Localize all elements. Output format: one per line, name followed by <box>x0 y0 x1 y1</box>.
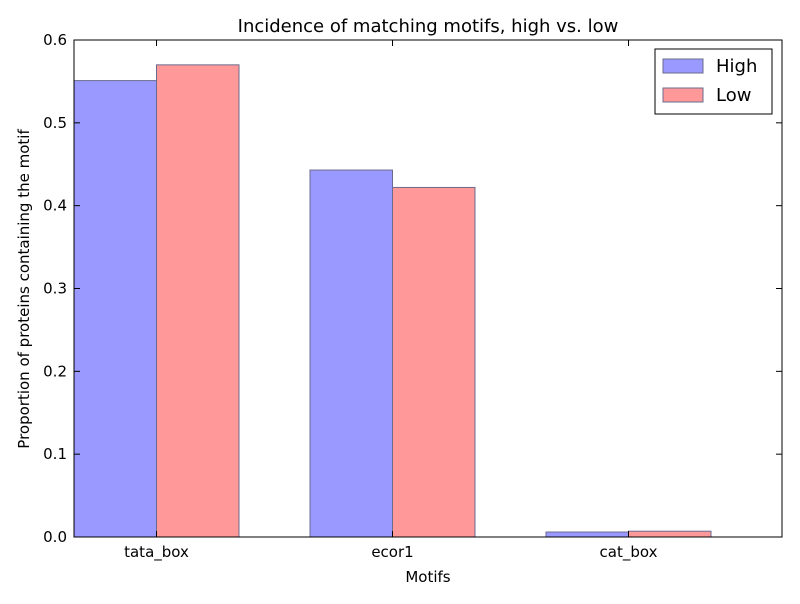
legend-swatch-high <box>662 58 704 74</box>
y-axis-label: Proportion of proteins containing the mo… <box>15 129 33 449</box>
y-tick-label: 0.3 <box>43 280 67 298</box>
x-tick-label: ecor1 <box>371 543 413 561</box>
y-tick-label: 0.5 <box>43 114 67 132</box>
bar-high-tata_box <box>73 80 157 538</box>
y-tick-label: 0.4 <box>43 197 67 215</box>
bar-low-cat_box <box>628 530 712 538</box>
legend-swatch-low <box>662 87 704 103</box>
legend-label-high: High <box>716 56 757 77</box>
bars-layer <box>73 64 712 538</box>
bar-low-ecor1 <box>392 186 476 538</box>
x-axis-label: Motifs <box>405 568 450 586</box>
chart-title: Incidence of matching motifs, high vs. l… <box>238 16 619 37</box>
y-axis: 0.0 0.1 0.2 0.3 0.4 0.5 0.6 <box>43 31 782 546</box>
x-tick-label: cat_box <box>600 543 658 562</box>
bar-high-ecor1 <box>309 169 393 538</box>
y-tick-label: 0.2 <box>43 362 67 380</box>
legend-label-low: Low <box>716 85 751 106</box>
legend: High Low <box>654 48 773 115</box>
x-axis: tata_box ecor1 cat_box <box>124 40 658 562</box>
x-tick-label: tata_box <box>124 543 189 562</box>
y-tick-label: 0.6 <box>43 31 67 49</box>
y-tick-label: 0.0 <box>43 528 67 546</box>
y-tick-label: 0.1 <box>43 445 67 463</box>
bar-low-tata_box <box>156 64 240 538</box>
bar-high-cat_box <box>545 531 629 538</box>
